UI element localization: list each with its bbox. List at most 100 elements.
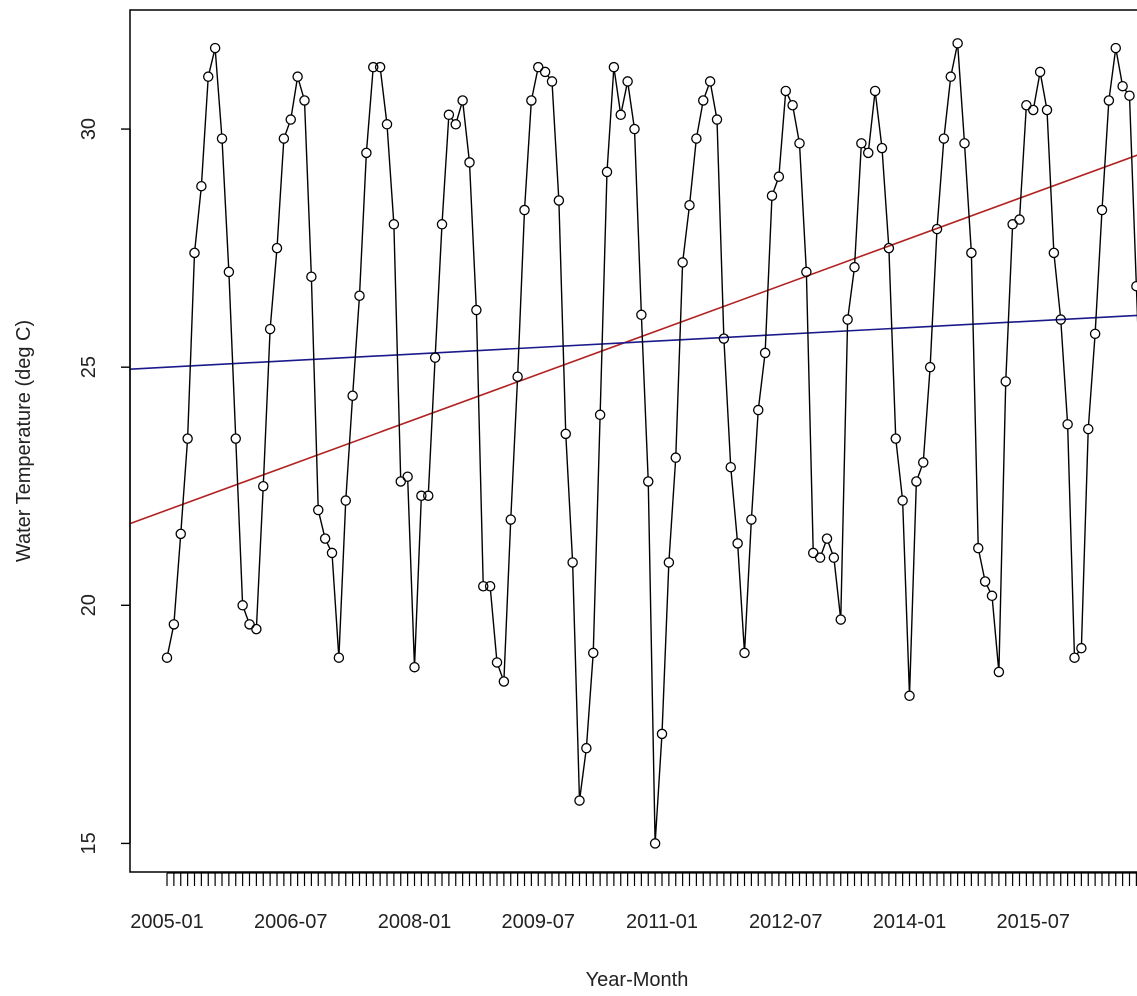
trend-lines <box>129 154 1137 525</box>
data-point <box>1103 95 1115 106</box>
series-segment <box>991 600 1000 668</box>
data-point <box>374 61 386 73</box>
series-segment <box>627 85 635 125</box>
series-segment <box>764 200 773 349</box>
data-point <box>1089 328 1101 340</box>
series-segment <box>868 95 876 149</box>
data-point <box>725 461 737 473</box>
series-segment <box>326 542 331 550</box>
series-segment <box>1108 52 1116 97</box>
data-point <box>312 504 324 516</box>
data-point <box>938 133 950 144</box>
series-segment <box>497 666 503 678</box>
series-segment <box>1067 428 1076 654</box>
series-segment <box>710 85 717 116</box>
data-point <box>505 514 516 525</box>
series-segment <box>310 281 319 506</box>
data-point <box>1131 280 1137 292</box>
data-point <box>457 95 468 106</box>
data-point <box>966 247 977 259</box>
series-segment <box>489 590 498 658</box>
series-segment <box>180 443 188 530</box>
series-segment <box>269 252 278 325</box>
series-segment <box>750 414 759 516</box>
data-point <box>677 257 688 268</box>
data-point <box>189 247 200 259</box>
data-point <box>911 476 922 487</box>
data-point <box>656 728 668 740</box>
data-point <box>1096 204 1108 216</box>
data-point <box>251 623 262 635</box>
series-segment <box>359 157 367 292</box>
data-point <box>869 85 881 97</box>
data-point <box>1041 104 1053 116</box>
series-segment <box>957 47 965 139</box>
series-segment <box>1005 228 1014 377</box>
series-segment <box>902 505 911 692</box>
series-segment <box>331 557 340 654</box>
data-point <box>567 557 578 568</box>
series-segment <box>579 752 587 797</box>
data-point <box>1124 90 1135 101</box>
data-point <box>560 428 572 440</box>
series-segment <box>1101 105 1110 206</box>
data-point <box>546 76 558 87</box>
series-segment <box>950 47 958 73</box>
series-segment <box>943 81 951 135</box>
series-segment <box>633 133 642 311</box>
data-point <box>698 95 709 106</box>
series-segment <box>531 71 539 97</box>
series-segment <box>647 486 656 839</box>
series-segment <box>290 81 298 116</box>
x-tick-label: 2008-01 <box>378 911 451 933</box>
data-point <box>209 42 221 54</box>
data-point <box>477 581 489 592</box>
series-segment <box>929 233 938 363</box>
series-segment <box>255 490 264 625</box>
data-point <box>471 304 482 316</box>
data-point <box>821 533 833 544</box>
x-tick-label: 2014-01 <box>873 911 946 933</box>
series-segment <box>221 143 230 268</box>
series-segment <box>352 300 360 392</box>
data-point <box>684 200 695 211</box>
data-point <box>897 495 908 506</box>
data-point <box>711 114 723 125</box>
series-segment <box>1053 257 1061 316</box>
data-point <box>161 652 173 663</box>
data-point <box>787 99 798 111</box>
series-segment <box>970 257 979 544</box>
series-segment <box>854 147 862 263</box>
data-point <box>533 61 544 73</box>
data-point <box>601 166 613 178</box>
data-point <box>608 61 620 73</box>
data-point <box>842 314 853 325</box>
series-segment <box>737 547 745 649</box>
series-segment <box>758 357 766 406</box>
series-segment <box>696 104 704 135</box>
series-segment <box>661 567 670 730</box>
x-tick-label: 2009-07 <box>502 911 575 933</box>
data-point <box>883 242 895 254</box>
data-point <box>1014 214 1025 225</box>
data-point <box>257 480 269 492</box>
data-point <box>780 85 792 97</box>
series-segment <box>1019 109 1027 215</box>
data-point <box>704 76 716 87</box>
series-segment <box>833 562 841 616</box>
data-point <box>553 195 565 206</box>
series-segment <box>716 124 725 335</box>
data-point <box>347 390 358 402</box>
series-segment <box>675 266 684 454</box>
series-segment <box>599 176 608 411</box>
x-tick-label: 2015-07 <box>997 911 1070 933</box>
series-segment <box>1033 76 1040 106</box>
data-point <box>794 138 805 149</box>
series-segment <box>456 104 463 121</box>
series-segment <box>194 190 202 249</box>
series-segment <box>379 71 388 120</box>
data-point <box>319 533 331 544</box>
series-segment <box>551 85 560 196</box>
y-tick-label: 20 <box>78 594 100 616</box>
series-segment <box>606 71 615 168</box>
